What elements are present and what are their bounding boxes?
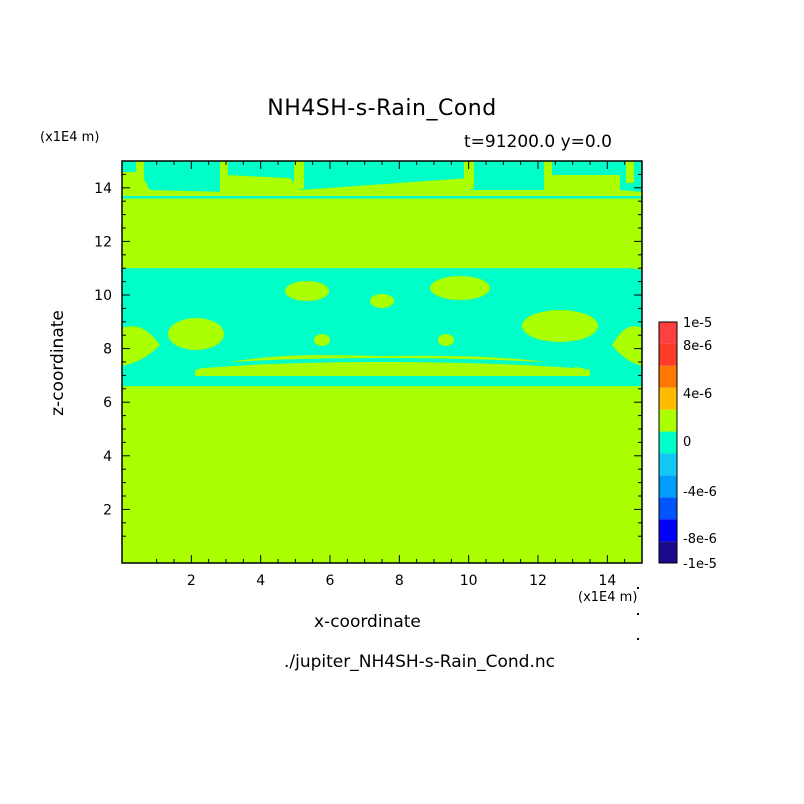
colorbar-swatch	[659, 431, 677, 454]
field-layer	[122, 161, 642, 563]
y-tick-label: 14	[94, 181, 112, 197]
colorbar-swatch	[659, 497, 677, 520]
chart-title: NH4SH-s-Rain_Cond	[267, 96, 497, 121]
y-tick-label: 8	[103, 342, 112, 358]
x-tick-label: 2	[187, 573, 196, 589]
x-tick-label: 14	[598, 573, 616, 589]
y-tick-label: 12	[94, 234, 112, 250]
field-detail-17	[544, 161, 552, 193]
y-tick-label: 10	[94, 288, 112, 304]
source-file-label: ./jupiter_NH4SH-s-Rain_Cond.nc	[284, 652, 555, 672]
colorbar-swatch	[659, 475, 677, 498]
x-tick-label: 8	[395, 573, 404, 589]
x-axis-unit: (x1E4 m)	[578, 590, 638, 605]
x-tick-label: 6	[326, 573, 335, 589]
field-detail-1	[612, 326, 642, 366]
field-detail-5	[430, 276, 490, 300]
colorbar-swatch	[659, 519, 677, 542]
field-detail-16	[464, 161, 474, 189]
y-axis-unit: (x1E4 m)	[40, 130, 100, 145]
colorbar-swatch	[659, 453, 677, 476]
colorbar-swatch	[659, 409, 677, 432]
colorbar-swatch	[659, 322, 677, 344]
field-detail-8	[438, 334, 454, 346]
chart-subtitle: t=91200.0 y=0.0	[464, 132, 612, 152]
field-detail-18	[626, 161, 634, 183]
colorbar-swatch	[659, 387, 677, 410]
field-detail-2	[168, 318, 224, 350]
colorbar-label: 8e-6	[683, 339, 712, 354]
colorbar-label: 4e-6	[683, 387, 712, 402]
x-tick-label: 12	[529, 573, 547, 589]
colorbar: 1e-5 8e-6 4e-6 0 -4e-6 -8e-6 -1e-5	[658, 316, 717, 572]
y-tick-label: 6	[103, 395, 112, 411]
colorbar-label: 1e-5	[683, 316, 712, 331]
field-detail-6	[370, 294, 394, 308]
colorbar-swatch	[659, 365, 677, 388]
y-tick-label: 2	[103, 502, 112, 518]
field-detail-13	[136, 161, 144, 181]
field-detail-14	[220, 161, 228, 193]
colorbar-label: -1e-5	[683, 557, 717, 572]
x-tick-label: 10	[460, 573, 478, 589]
y-tick-label: 4	[103, 449, 112, 465]
field-detail-11	[122, 248, 642, 270]
x-tick-label: 4	[256, 573, 265, 589]
colorbar-swatch	[659, 343, 677, 366]
colorbar-swatch	[659, 541, 677, 563]
field-detail-4	[285, 281, 329, 301]
field-detail-7	[314, 334, 330, 346]
colorbar-border	[658, 321, 678, 564]
axis-ticks: 2 4 6 8 10 12 14 2 4 6 8 10 12 14	[94, 161, 642, 589]
field-detail-15	[294, 161, 304, 189]
field-detail-10	[204, 358, 576, 368]
colorbar-label: 0	[683, 435, 691, 450]
colorbar-label: -8e-6	[683, 532, 717, 547]
field-detail-0	[122, 326, 160, 366]
field-detail-12	[122, 172, 642, 196]
decorative-dot	[637, 587, 639, 589]
decorative-dot	[637, 638, 639, 640]
x-axis-label: x-coordinate	[314, 612, 421, 632]
field-detail-3	[522, 310, 598, 342]
decorative-dot	[637, 613, 639, 615]
colorbar-label: -4e-6	[683, 485, 717, 500]
